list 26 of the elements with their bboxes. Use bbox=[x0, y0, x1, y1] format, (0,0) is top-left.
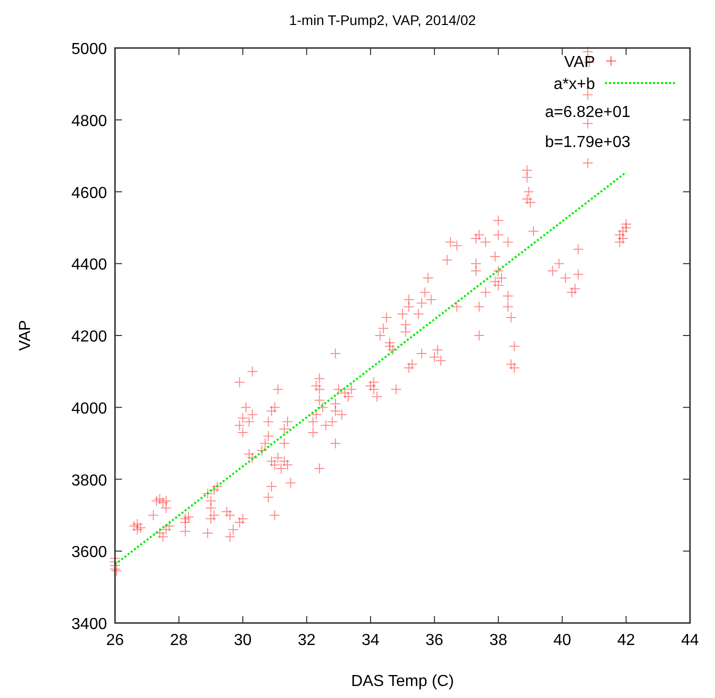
y-tick-label: 4200 bbox=[71, 328, 108, 346]
x-tick-label: 36 bbox=[426, 632, 444, 649]
x-tick-label: 26 bbox=[106, 632, 124, 649]
x-tick-label: 40 bbox=[553, 632, 572, 649]
legend-label: VAP bbox=[564, 54, 595, 71]
y-tick-label: 3600 bbox=[71, 544, 108, 562]
x-axis-title: DAS Temp (C) bbox=[351, 673, 454, 690]
chart-title: 1-min T-Pump2, VAP, 2014/02 bbox=[289, 12, 476, 28]
legend-label: a*x+b bbox=[554, 76, 596, 93]
x-tick-label: 42 bbox=[617, 632, 636, 649]
x-tick-label: 32 bbox=[298, 632, 316, 649]
y-tick-label: 4400 bbox=[71, 256, 108, 274]
y-axis-title: VAP bbox=[17, 320, 34, 351]
x-tick-label: 44 bbox=[681, 632, 699, 649]
y-tick-label: 4600 bbox=[71, 184, 108, 202]
y-tick-label: 4000 bbox=[71, 400, 108, 418]
y-tick-label: 4800 bbox=[71, 112, 108, 130]
y-tick-label: 5000 bbox=[71, 41, 108, 58]
y-tick-label: 3800 bbox=[71, 472, 108, 490]
x-tick-label: 30 bbox=[234, 632, 252, 649]
annotation: b=1.79e+03 bbox=[545, 134, 631, 151]
y-tick-label: 3400 bbox=[71, 616, 108, 633]
x-tick-label: 38 bbox=[489, 632, 508, 649]
x-tick-label: 28 bbox=[170, 632, 188, 649]
x-tick-label: 34 bbox=[362, 632, 380, 649]
annotation: a=6.82e+01 bbox=[545, 104, 631, 121]
